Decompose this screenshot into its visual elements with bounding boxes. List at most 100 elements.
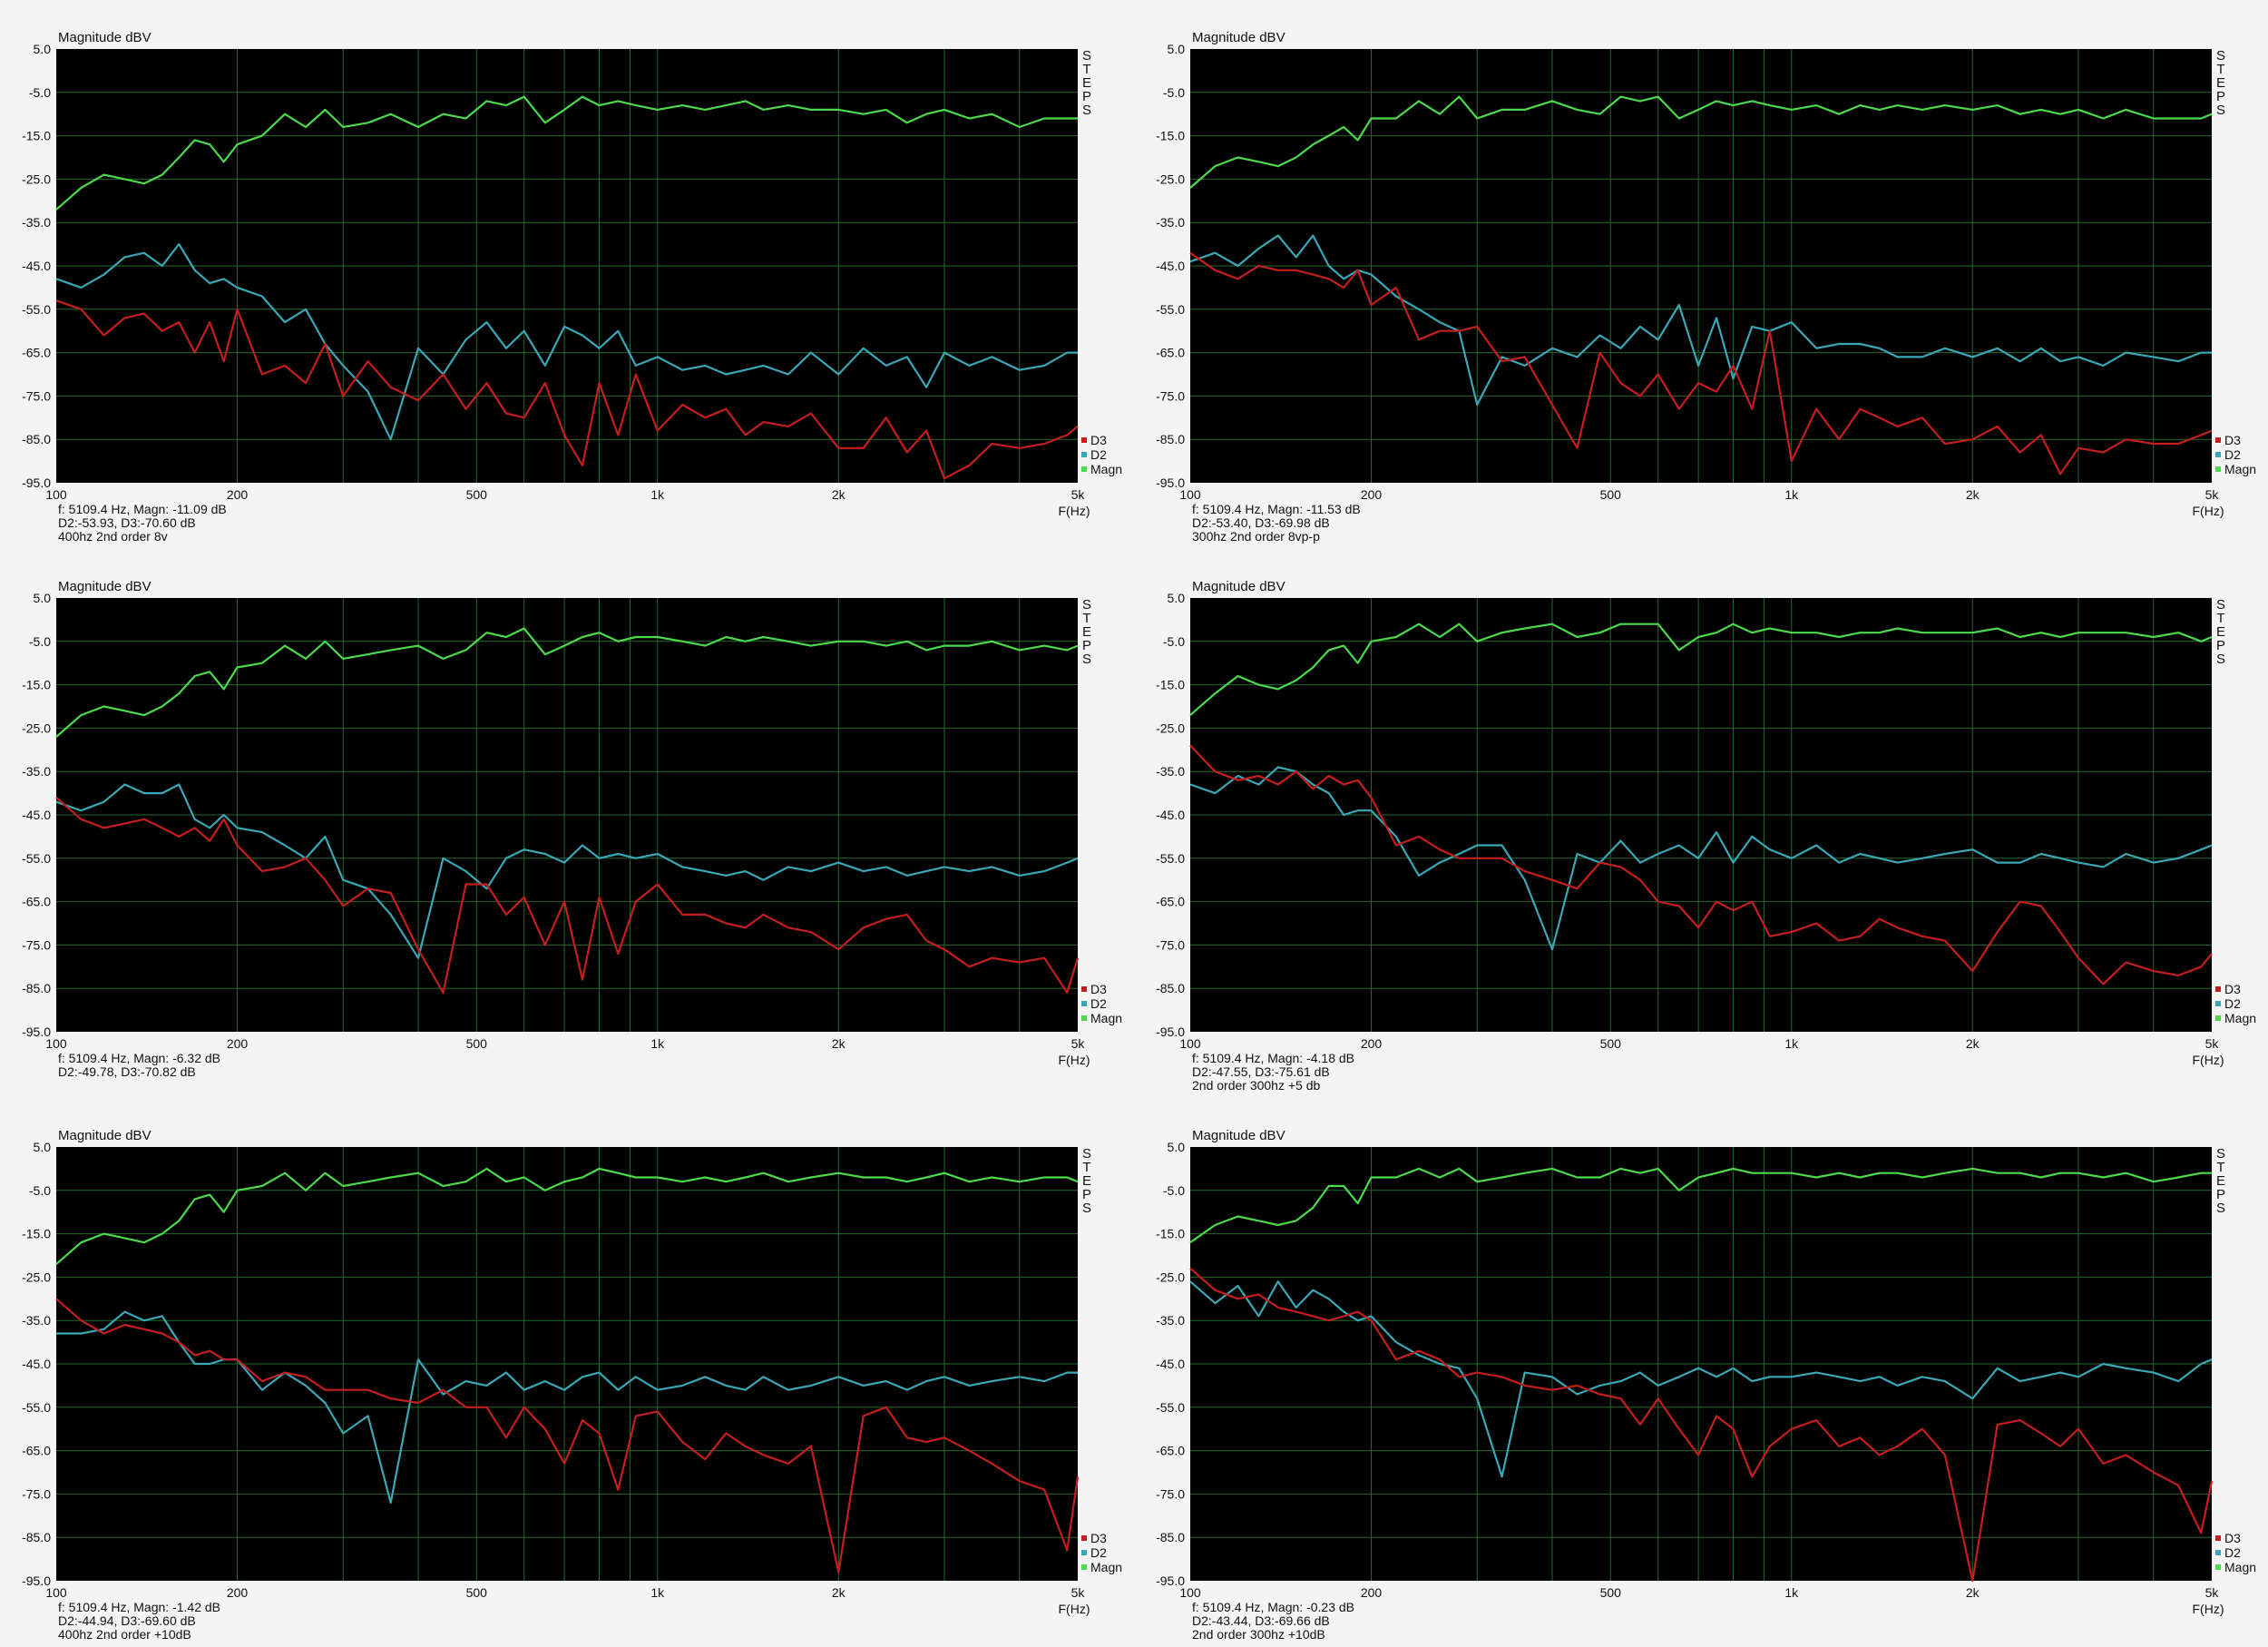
y-tick-label: -75.0 [22, 937, 51, 952]
legend-swatch-d2 [1081, 452, 1087, 457]
y-tick-label: -65.0 [1156, 895, 1185, 909]
legend-swatch-d2 [1081, 1550, 1087, 1555]
x-axis-unit: F(Hz) [2193, 1053, 2224, 1067]
y-tick-label: -45.0 [22, 808, 51, 822]
readout-line: 400hz 2nd order 8v [58, 529, 168, 544]
y-tick-label: -15.0 [1156, 129, 1185, 143]
y-tick-label: -85.0 [22, 1530, 51, 1544]
y-tick-label: -15.0 [22, 678, 51, 692]
y-axis-title: Magnitude dBV [1192, 1128, 1286, 1143]
legend-swatch-d3 [2215, 986, 2221, 992]
readout: f: 5109.4 Hz, Magn: -0.23 dB D2:-43.44, D… [1192, 1601, 1354, 1642]
steps-letter: P [2216, 1187, 2225, 1202]
steps-letter: T [1082, 62, 1090, 77]
y-tick-label: -85.0 [22, 432, 51, 446]
series-line-d3 [1189, 1267, 2214, 1583]
legend-label-d2: D2 [2224, 1545, 2241, 1560]
readout-line: D2:-49.78, D3:-70.82 dB [58, 1064, 196, 1079]
steps-letter: S [1082, 1146, 1091, 1162]
steps-letter: T [1082, 1160, 1090, 1175]
legend-swatch-d2 [2215, 452, 2221, 457]
steps-letter: E [2216, 1173, 2225, 1189]
y-tick-label: -95.0 [22, 1024, 51, 1039]
x-tick-label: 5k [1071, 1585, 1086, 1600]
y-tick-label: -5.0 [29, 634, 51, 649]
x-tick-label: 1k [1784, 487, 1799, 502]
y-tick-label: -25.0 [22, 172, 51, 186]
steps-letter: T [2216, 1160, 2224, 1175]
y-tick-label: -65.0 [1156, 346, 1185, 360]
y-tick-label: -45.0 [22, 259, 51, 273]
y-tick-label: -35.0 [22, 1313, 51, 1328]
y-tick-label: 5.0 [34, 591, 52, 605]
legend-label-d2: D2 [1090, 447, 1107, 462]
series-line-magn [1189, 623, 2213, 716]
series-line-magn [55, 95, 1078, 211]
series-line-magn [1189, 1167, 2212, 1244]
y-axis-title: Magnitude dBV [58, 1128, 152, 1143]
x-tick-label: 200 [1361, 1036, 1383, 1051]
x-tick-label: 1k [1784, 1036, 1799, 1051]
series-line-d2 [56, 1310, 1078, 1505]
legend-label-d2: D2 [1090, 1545, 1107, 1560]
y-tick-label: -35.0 [22, 215, 51, 230]
x-tick-label: 1k [1784, 1585, 1799, 1600]
legend-label-magn: Magn [2224, 462, 2256, 476]
y-tick-label: 5.0 [1168, 591, 1186, 605]
x-tick-label: 100 [45, 1036, 67, 1051]
y-tick-label: -75.0 [1156, 388, 1185, 403]
legend-label-d2: D2 [1090, 996, 1107, 1011]
readout: f: 5109.4 Hz, Magn: -11.09 dB D2:-53.93, … [58, 503, 227, 544]
readout-line: 2nd order 300hz +10dB [1192, 1627, 1325, 1642]
y-tick-label: -5.0 [29, 1183, 51, 1198]
y-tick-label: -75.0 [22, 388, 51, 403]
x-tick-label: 100 [45, 1585, 67, 1600]
series-line-d3 [1189, 251, 2213, 475]
legend-swatch-d3 [2215, 437, 2221, 443]
legend-swatch-magn [2215, 466, 2221, 472]
legend-swatch-magn [2215, 1015, 2221, 1021]
series-line-d2 [1189, 766, 2213, 951]
chart-svg: 5.0 -5.0 -15.0 -25.0 -35.0 -45.0 -55.0 -65.0 -75… [1156, 1128, 2256, 1616]
x-tick-label: 100 [1179, 1585, 1201, 1600]
readout: f: 5109.4 Hz, Magn: -11.53 dB D2:-53.40, … [1192, 503, 1361, 544]
legend-label-d3: D3 [2224, 1531, 2241, 1545]
y-tick-label: -65.0 [22, 895, 51, 909]
legend-label-magn: Magn [1090, 1560, 1122, 1574]
y-tick-label: -85.0 [1156, 981, 1185, 995]
y-tick-label: -5.0 [1163, 85, 1185, 100]
legend-swatch-d3 [1081, 437, 1087, 443]
chart-panel-1: 5.0 -5.0 -15.0 -25.0 -35.0 -45.0 -55.0 -65.0 -75… [0, 0, 1134, 549]
x-axis-unit: F(Hz) [2193, 504, 2224, 518]
chart-svg: 5.0 -5.0 -15.0 -25.0 -35.0 -45.0 -55.0 -65.0 -75… [1156, 30, 2256, 518]
y-tick-label: -35.0 [1156, 1313, 1185, 1328]
x-tick-label: 1k [650, 1585, 665, 1600]
y-axis-title: Magnitude dBV [58, 579, 152, 594]
x-tick-label: 100 [1179, 1036, 1201, 1051]
series-line-d2 [1189, 1280, 2213, 1478]
readout-line: D2:-53.93, D3:-70.60 dB [58, 515, 196, 530]
steps-letter: S [2216, 103, 2225, 118]
y-tick-label: -75.0 [1156, 937, 1185, 952]
x-tick-label: 5k [2205, 487, 2220, 502]
x-tick-label: 5k [2205, 1585, 2220, 1600]
x-tick-label: 2k [1966, 1585, 1980, 1600]
readout-line: f: 5109.4 Hz, Magn: -6.32 dB [58, 1051, 220, 1065]
readout-line: D2:-53.40, D3:-69.98 dB [1192, 515, 1330, 530]
y-tick-label: -25.0 [22, 721, 51, 735]
steps-letter: S [2216, 597, 2225, 613]
y-tick-label: -55.0 [1156, 302, 1185, 317]
y-tick-label: -55.0 [22, 851, 51, 866]
y-tick-label: -25.0 [22, 1270, 51, 1284]
legend-label-d3: D3 [1090, 433, 1107, 447]
y-tick-label: -45.0 [1156, 808, 1185, 822]
legend-swatch-magn [1081, 1015, 1087, 1021]
y-axis-title: Magnitude dBV [1192, 579, 1286, 594]
y-tick-label: 5.0 [1168, 42, 1186, 56]
steps-letter: S [1082, 103, 1091, 118]
y-tick-label: -75.0 [1156, 1486, 1185, 1501]
legend-swatch-d3 [1081, 986, 1087, 992]
steps-letter: S [1082, 48, 1091, 64]
y-tick-label: -65.0 [22, 346, 51, 360]
steps-letter: E [2216, 75, 2225, 91]
